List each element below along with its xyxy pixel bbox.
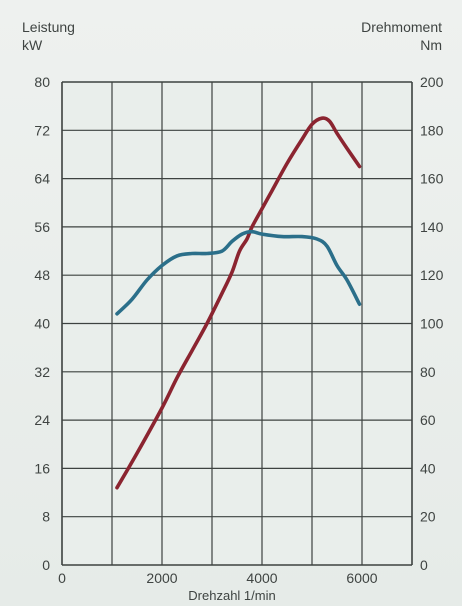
left-tick-label: 64 — [34, 171, 50, 187]
x-axis-label: Drehzahl 1/min — [188, 588, 275, 603]
left-tick-label: 24 — [34, 412, 50, 428]
left-tick-label: 0 — [42, 557, 50, 573]
right-tick-label: 40 — [420, 460, 436, 476]
left-tick-label: 40 — [34, 316, 50, 332]
left-tick-label: 16 — [34, 460, 50, 476]
left-axis-unit: kW — [22, 37, 43, 53]
left-tick-label: 80 — [34, 74, 50, 90]
left-tick-label: 32 — [34, 364, 50, 380]
left-axis-label: Leistung — [22, 19, 75, 35]
grid — [61, 81, 413, 566]
torque-curve — [115, 229, 362, 316]
left-tick-label: 56 — [34, 219, 50, 235]
right-tick-label: 100 — [420, 316, 444, 332]
tick-labels: 0 8 16 24 32 40 48 56 64 72 80 0 20 40 60 80 100 120 140 16… — [34, 74, 443, 586]
right-tick-label: 60 — [420, 412, 436, 428]
right-tick-label: 120 — [420, 267, 444, 283]
right-axis-label: Drehmoment — [361, 19, 442, 35]
right-tick-label: 80 — [420, 364, 436, 380]
right-tick-label: 160 — [420, 171, 444, 187]
right-tick-label: 0 — [420, 557, 428, 573]
x-tick-label: 4000 — [246, 570, 277, 586]
x-tick-label: 6000 — [346, 570, 377, 586]
series-group — [115, 116, 362, 490]
power-curve — [115, 116, 362, 490]
x-tick-label: 2000 — [146, 570, 177, 586]
right-tick-label: 140 — [420, 219, 444, 235]
x-tick-label: 0 — [58, 570, 66, 586]
right-tick-label: 180 — [420, 122, 444, 138]
left-tick-label: 8 — [42, 509, 50, 525]
right-axis-unit: Nm — [420, 37, 442, 53]
left-tick-label: 72 — [34, 122, 50, 138]
right-tick-label: 20 — [420, 509, 436, 525]
left-tick-label: 48 — [34, 267, 50, 283]
right-tick-label: 200 — [420, 74, 444, 90]
